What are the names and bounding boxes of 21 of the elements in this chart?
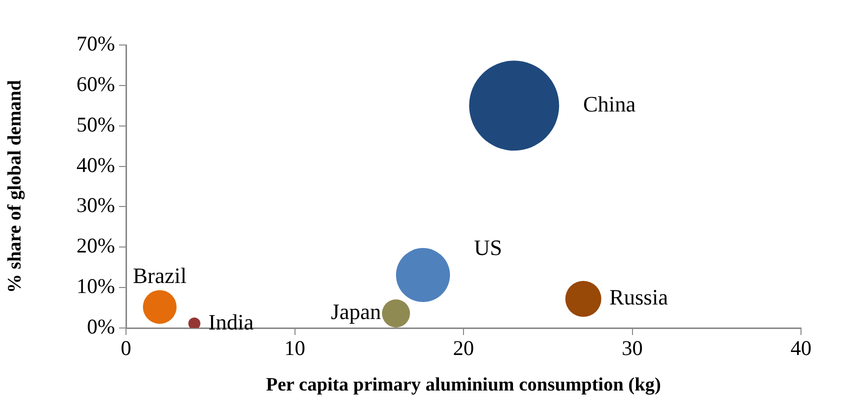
x-tick-label: 40 [790, 336, 812, 360]
y-tick-label: 50% [76, 112, 115, 136]
y-tick-label: 70% [76, 32, 115, 56]
x-tick-label: 30 [622, 336, 643, 360]
x-tick-label: 0 [120, 336, 132, 360]
series-label: Russia [609, 284, 668, 310]
x-tick-label: 10 [284, 336, 306, 360]
series-label: Brazil [132, 262, 187, 288]
x-axis-title: Per capita primary aluminium consumption (kg) [266, 374, 661, 396]
y-tick-label: 20% [76, 234, 115, 258]
y-tick-label: 40% [76, 152, 115, 177]
series-label: China [583, 91, 636, 116]
series-label: India [208, 309, 254, 334]
y-tick-label: 10% [76, 274, 115, 298]
x-tick-label: 20 [453, 336, 474, 360]
y-tick-label: 30% [76, 193, 115, 218]
y-axis-title: % share of global demand [4, 80, 26, 293]
series-label: US [474, 234, 502, 260]
y-tick-label: 0% [87, 314, 115, 339]
series-label: Japan [330, 299, 381, 324]
y-tick-label: 60% [76, 72, 115, 96]
